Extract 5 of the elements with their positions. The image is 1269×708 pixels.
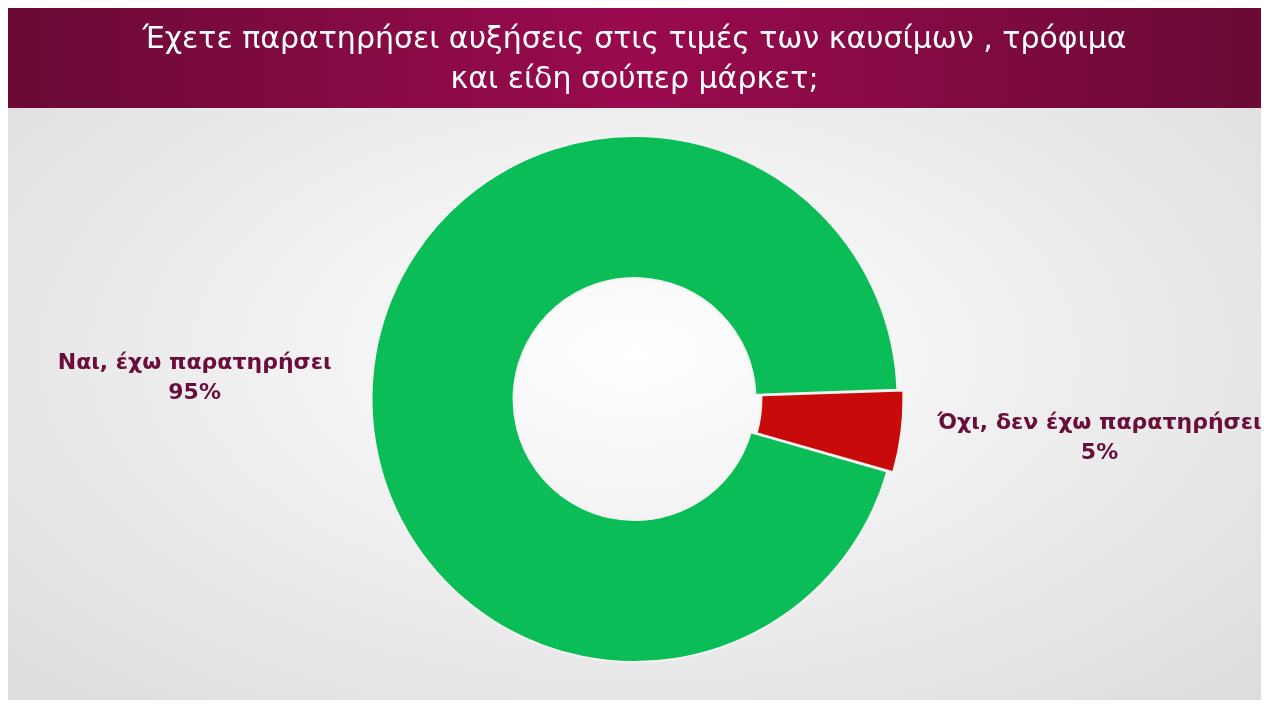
slice-label: Όχι, δεν έχω παρατηρήσει — [936, 409, 1262, 435]
data-label: 5% — [1080, 439, 1119, 465]
slice-label: Ναι, έχω παρατηρήσει — [57, 348, 332, 374]
data-label: 95% — [168, 378, 221, 404]
chart-title: Έχετε παρατηρήσει αυξήσεις στις τιμές των καυσίμων , τρόφιμα και είδη σούπερ μάρκετ; — [141, 19, 1128, 97]
